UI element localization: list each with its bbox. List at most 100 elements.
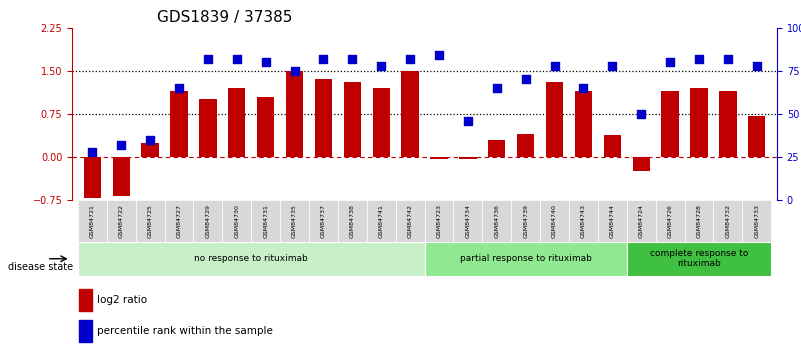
Point [751, 63, 763, 68]
Bar [401, 71, 419, 157]
Text: GSM84722: GSM84722 [119, 204, 123, 238]
FancyBboxPatch shape [626, 241, 771, 276]
Text: percentile rank within the sample: percentile rank within the sample [97, 326, 272, 336]
Bar [83, 157, 101, 198]
Point [202, 56, 215, 61]
FancyBboxPatch shape [626, 200, 656, 242]
Point [634, 111, 647, 117]
FancyBboxPatch shape [482, 200, 511, 242]
Text: GSM84740: GSM84740 [552, 204, 557, 238]
FancyBboxPatch shape [743, 200, 771, 242]
Point [143, 137, 156, 142]
Text: GSM84739: GSM84739 [523, 204, 528, 238]
Point [519, 77, 532, 82]
Point [664, 59, 677, 65]
Point [317, 56, 330, 61]
Text: GSM84735: GSM84735 [292, 204, 297, 238]
Bar [662, 91, 678, 157]
Bar [286, 71, 304, 157]
Bar [171, 91, 187, 157]
Text: GSM84737: GSM84737 [321, 204, 326, 238]
Bar [372, 88, 390, 157]
FancyBboxPatch shape [511, 200, 540, 242]
FancyBboxPatch shape [685, 200, 714, 242]
FancyBboxPatch shape [540, 200, 569, 242]
Bar [517, 134, 534, 157]
FancyBboxPatch shape [598, 200, 626, 242]
FancyBboxPatch shape [425, 241, 626, 276]
Bar [344, 82, 361, 157]
Bar [79, 320, 92, 342]
Point [404, 56, 417, 61]
FancyBboxPatch shape [78, 200, 107, 242]
Text: GDS1839 / 37385: GDS1839 / 37385 [157, 10, 292, 25]
Bar [228, 88, 245, 157]
Bar [633, 157, 650, 171]
Text: GSM84724: GSM84724 [638, 204, 644, 238]
FancyBboxPatch shape [396, 200, 425, 242]
Text: GSM84738: GSM84738 [350, 204, 355, 238]
Point [577, 85, 590, 91]
Text: GSM84732: GSM84732 [726, 204, 731, 238]
Bar [488, 140, 505, 157]
Bar [199, 99, 216, 157]
Text: log2 ratio: log2 ratio [97, 295, 147, 305]
Text: GSM84721: GSM84721 [90, 204, 95, 238]
Text: no response to rituximab: no response to rituximab [195, 254, 308, 263]
Point [433, 52, 445, 58]
Text: GSM84741: GSM84741 [379, 204, 384, 238]
FancyBboxPatch shape [193, 200, 223, 242]
Bar [690, 88, 707, 157]
Text: GSM84733: GSM84733 [755, 204, 759, 238]
FancyBboxPatch shape [107, 200, 135, 242]
Text: GSM84736: GSM84736 [494, 204, 499, 238]
Bar [142, 142, 159, 157]
FancyBboxPatch shape [425, 200, 453, 242]
Bar [545, 82, 563, 157]
FancyBboxPatch shape [223, 200, 252, 242]
FancyBboxPatch shape [309, 200, 338, 242]
Text: complete response to
rituximab: complete response to rituximab [650, 249, 748, 268]
Text: disease state: disease state [8, 263, 73, 272]
Bar [719, 91, 737, 157]
FancyBboxPatch shape [252, 200, 280, 242]
Text: GSM84743: GSM84743 [581, 204, 586, 238]
Bar [604, 135, 621, 157]
Bar [459, 157, 477, 159]
Point [260, 59, 272, 65]
Bar [315, 79, 332, 157]
Text: GSM84727: GSM84727 [176, 204, 182, 238]
Point [231, 56, 244, 61]
Point [490, 85, 503, 91]
FancyBboxPatch shape [656, 200, 685, 242]
FancyBboxPatch shape [714, 200, 743, 242]
Point [461, 118, 474, 124]
Point [606, 63, 618, 68]
Bar [748, 116, 766, 157]
Text: GSM84723: GSM84723 [437, 204, 441, 238]
Text: GSM84731: GSM84731 [264, 204, 268, 238]
Text: GSM84742: GSM84742 [408, 204, 413, 238]
Text: GSM84726: GSM84726 [667, 204, 673, 238]
Bar [257, 97, 274, 157]
Text: GSM84725: GSM84725 [147, 204, 152, 238]
Text: GSM84730: GSM84730 [234, 204, 239, 238]
Point [172, 85, 185, 91]
Text: GSM84744: GSM84744 [610, 204, 615, 238]
FancyBboxPatch shape [569, 200, 598, 242]
FancyBboxPatch shape [135, 200, 164, 242]
Bar [575, 91, 592, 157]
Point [375, 63, 388, 68]
FancyBboxPatch shape [164, 200, 193, 242]
Bar [79, 289, 92, 311]
Point [548, 63, 561, 68]
Text: GSM84729: GSM84729 [205, 204, 211, 238]
Point [722, 56, 735, 61]
Text: partial response to rituximab: partial response to rituximab [460, 254, 592, 263]
Point [693, 56, 706, 61]
Text: GSM84734: GSM84734 [465, 204, 470, 238]
Point [115, 142, 127, 148]
Point [86, 149, 99, 155]
Bar [112, 157, 130, 196]
Text: GSM84728: GSM84728 [697, 204, 702, 238]
